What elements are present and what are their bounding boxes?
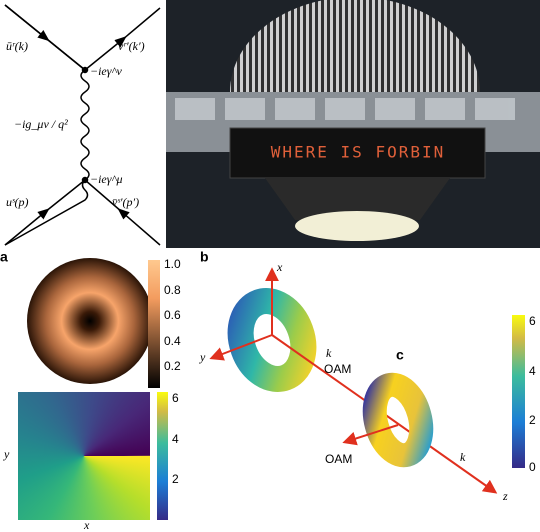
colorbar	[148, 260, 160, 388]
axis-label: y	[3, 447, 10, 461]
label: vʳ′(k′)	[118, 39, 145, 53]
label: uˢ(p)	[6, 195, 29, 209]
phase-map	[18, 392, 150, 520]
photo: WHERE IS FORBIN	[166, 0, 540, 248]
axis-label: z	[502, 489, 508, 503]
torus-c	[342, 372, 434, 468]
label: −ig_μν / q²	[14, 117, 68, 131]
axis-label: y	[199, 350, 206, 364]
axis-label: x	[83, 518, 90, 532]
panel-label: b	[200, 249, 209, 265]
label: −ieγ^μ	[90, 172, 123, 186]
axis-label: OAM	[324, 362, 351, 376]
sign-text: WHERE IS FORBIN	[271, 143, 446, 162]
feynman	[4, 4, 161, 246]
tick-label: 6	[172, 391, 179, 405]
tick-label: 0.4	[164, 334, 181, 348]
axis-label: k	[460, 450, 466, 464]
panel-label: a	[0, 249, 8, 265]
label: −ieγ^ν	[90, 64, 123, 78]
colorbar-ticks: 1.0 0.8 0.6 0.4 0.2	[164, 257, 181, 373]
colorbar	[157, 392, 168, 520]
tick-label: 0.8	[164, 283, 181, 297]
tick-label: 0	[529, 460, 536, 474]
tick-label: 6	[529, 314, 536, 328]
label: ūʳ(k)	[6, 39, 28, 53]
axis-label: OAM	[325, 452, 352, 466]
tick-label: 4	[172, 432, 179, 446]
intensity-map	[27, 258, 153, 384]
torus-b	[209, 267, 498, 494]
tick-label: 4	[529, 364, 536, 378]
panel-label: c	[396, 347, 404, 363]
tick-label: 0.2	[164, 359, 181, 373]
label: v̄ˢ′(p′)	[112, 195, 139, 209]
tick-label: 2	[172, 472, 179, 486]
tick-label: 2	[529, 413, 536, 427]
tick-label: 0.6	[164, 308, 181, 322]
tick-label: 1.0	[164, 257, 181, 271]
axis-label: k	[326, 346, 332, 360]
colorbar	[512, 315, 525, 468]
axis-label: x	[276, 260, 283, 274]
